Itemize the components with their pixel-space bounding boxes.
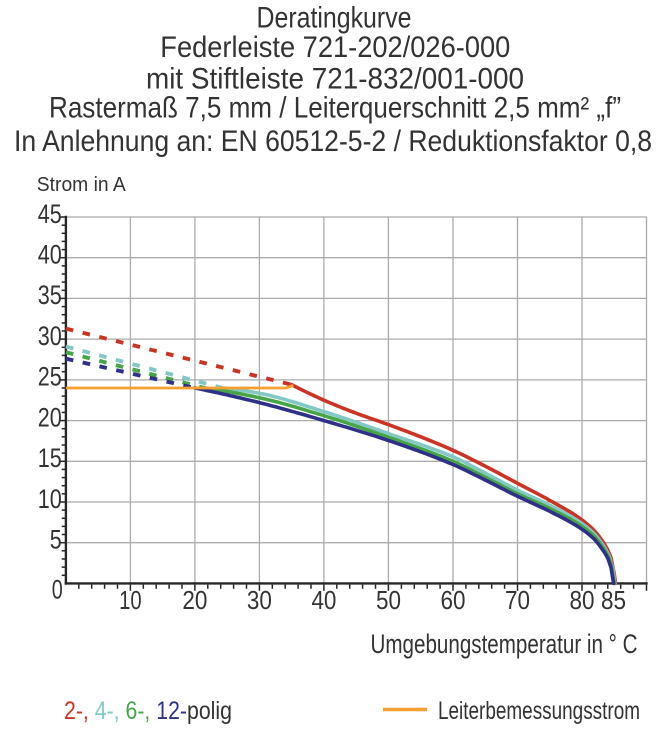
svg-text:30: 30 bbox=[38, 321, 62, 351]
svg-text:Deratingkurve: Deratingkurve bbox=[257, 2, 412, 35]
svg-text:10: 10 bbox=[119, 585, 142, 615]
svg-text:40: 40 bbox=[38, 240, 62, 270]
svg-text:Umgebungstemperatur in ° C: Umgebungstemperatur in ° C bbox=[371, 629, 638, 659]
svg-text:2-, 4-, 6-, 12-polig: 2-, 4-, 6-, 12-polig bbox=[64, 696, 232, 724]
svg-text:50: 50 bbox=[376, 585, 401, 615]
svg-text:Strom in A: Strom in A bbox=[37, 173, 126, 196]
svg-text:10: 10 bbox=[38, 484, 62, 514]
svg-text:Leiterbemessungsstrom: Leiterbemessungsstrom bbox=[438, 697, 640, 725]
svg-text:70: 70 bbox=[505, 585, 530, 615]
svg-text:80: 80 bbox=[569, 585, 594, 615]
svg-text:20: 20 bbox=[182, 585, 207, 615]
svg-text:In Anlehnung an: EN 60512-5-2: In Anlehnung an: EN 60512-5-2 / Reduktio… bbox=[14, 125, 652, 158]
svg-text:40: 40 bbox=[311, 585, 336, 615]
svg-text:0: 0 bbox=[52, 575, 63, 605]
svg-text:60: 60 bbox=[440, 585, 465, 615]
svg-text:Rastermaß 7,5 mm / Leiterquers: Rastermaß 7,5 mm / Leiterquerschnitt 2,5… bbox=[49, 92, 621, 125]
svg-text:mit Stiftleiste 721-832/001-00: mit Stiftleiste 721-832/001-000 bbox=[146, 63, 524, 96]
svg-text:Federleiste 721-202/026-000: Federleiste 721-202/026-000 bbox=[160, 31, 510, 64]
svg-text:20: 20 bbox=[38, 402, 62, 432]
svg-text:45: 45 bbox=[38, 199, 62, 229]
svg-text:85: 85 bbox=[601, 585, 626, 615]
svg-text:5: 5 bbox=[50, 524, 62, 554]
svg-text:30: 30 bbox=[247, 585, 272, 615]
svg-text:35: 35 bbox=[38, 280, 62, 310]
svg-text:25: 25 bbox=[38, 362, 62, 392]
svg-text:15: 15 bbox=[38, 443, 62, 473]
